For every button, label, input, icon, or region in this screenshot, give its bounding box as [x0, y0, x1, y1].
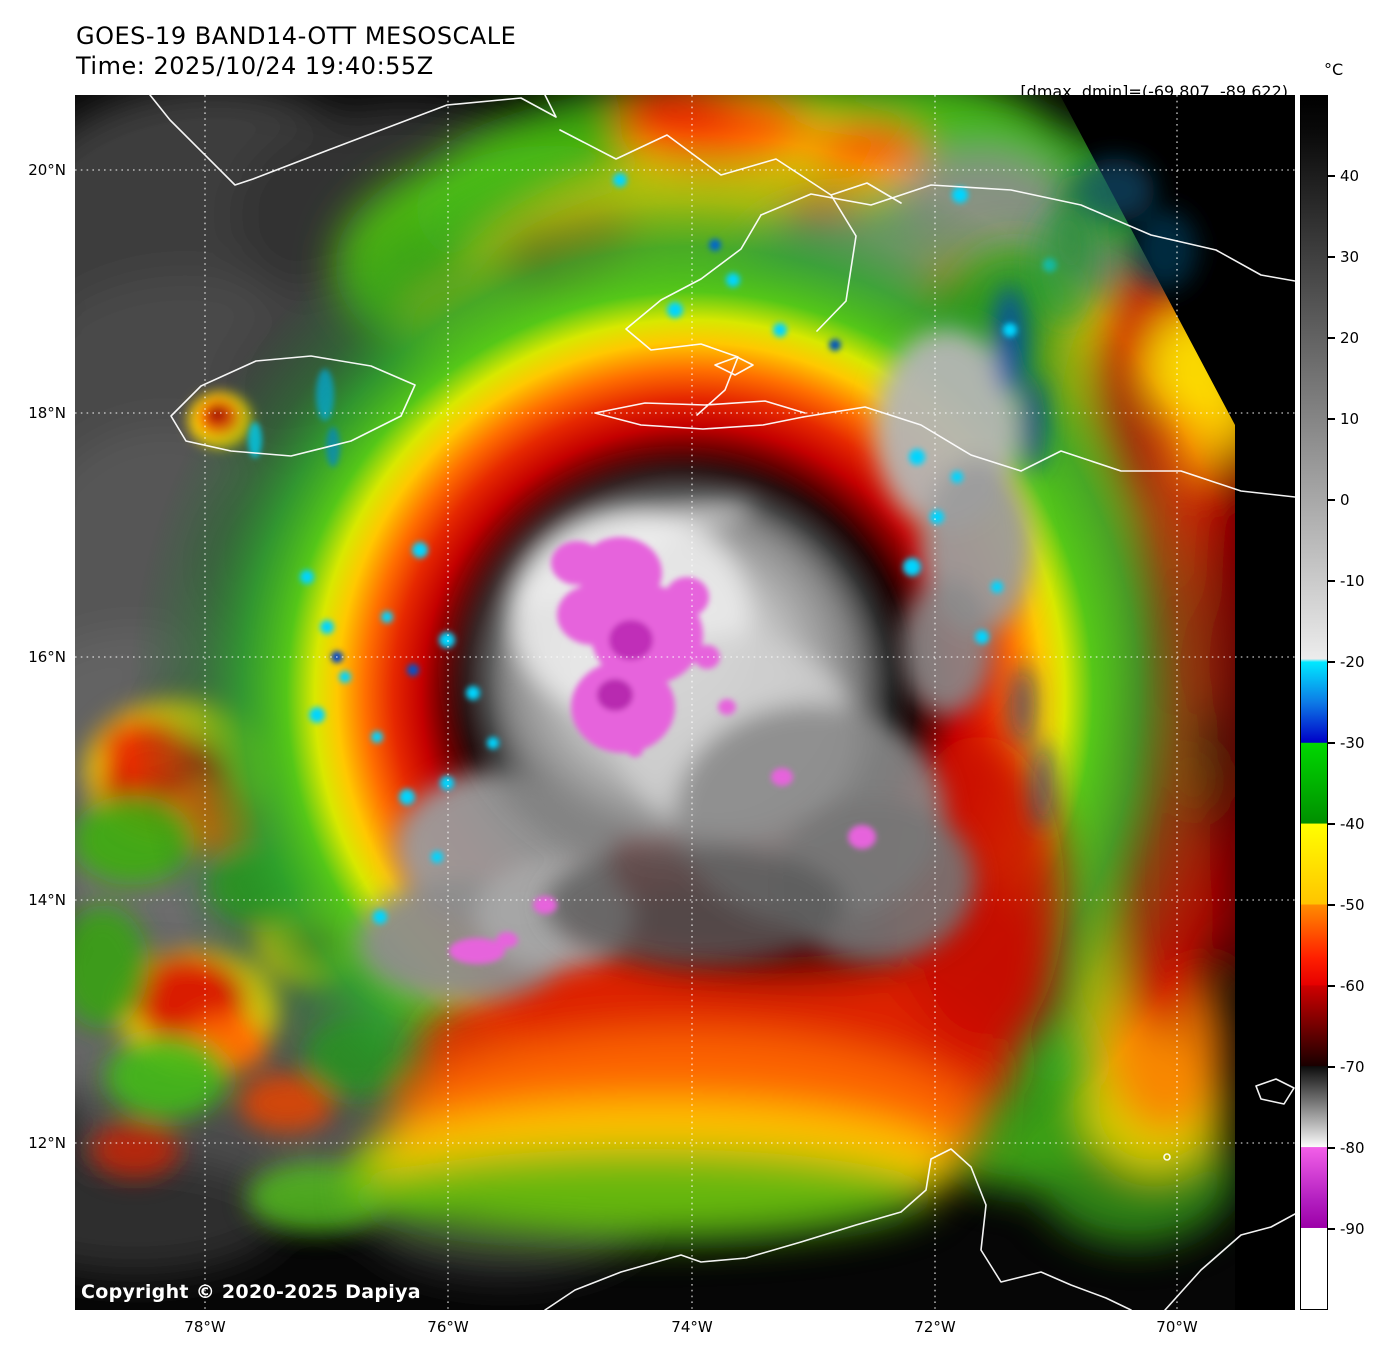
colorbar-tick — [1328, 337, 1335, 339]
coastline-gonave-island — [714, 356, 754, 376]
coastline-small-island — [1163, 1153, 1171, 1161]
colorbar-label-20: 20 — [1340, 329, 1360, 347]
sector-edge-nodata — [1060, 95, 1295, 1310]
coastline-cuba-west — [149, 94, 557, 186]
lon-label-78w: 78°W — [184, 1318, 226, 1336]
colorbar-label-m60: -60 — [1340, 977, 1365, 995]
colorbar-tick — [1328, 661, 1335, 663]
colorbar-label-m70: -70 — [1340, 1058, 1365, 1076]
colorbar-label-m80: -80 — [1340, 1139, 1365, 1157]
coastline-abc-islands — [1255, 1078, 1295, 1105]
colorbar-tick — [1328, 1147, 1335, 1149]
colorbar-tick — [1328, 418, 1335, 420]
colorbar-label-0: 0 — [1340, 491, 1350, 509]
colorbar-unit-label: °C — [1324, 60, 1344, 79]
colorbar-label-40: 40 — [1340, 167, 1360, 185]
lat-label-14n: 14°N — [28, 891, 66, 909]
colorbar-tick — [1328, 499, 1335, 501]
colorbar-tick — [1328, 904, 1335, 906]
colorbar-tick — [1328, 1066, 1335, 1068]
colorbar-label-30: 30 — [1340, 248, 1360, 266]
lat-label-20n: 20°N — [28, 161, 66, 179]
coastline-south-america — [544, 1148, 1296, 1311]
colorbar-tick — [1328, 823, 1335, 825]
timestamp: Time: 2025/10/24 19:40:55Z — [76, 52, 434, 80]
latlon-gridlines — [75, 95, 1295, 1310]
sector-edge-detail — [1030, 158, 1197, 325]
temperature-colorbar — [1300, 95, 1328, 1310]
lat-label-12n: 12°N — [28, 1134, 66, 1152]
coastline-hispaniola-north — [760, 184, 1296, 282]
colorbar-tick — [1328, 256, 1335, 258]
colorbar-tick — [1328, 742, 1335, 744]
lon-label-72w: 72°W — [914, 1318, 956, 1336]
colorbar-label-m20: -20 — [1340, 653, 1365, 671]
overshooting-tops-magenta — [449, 537, 876, 964]
colorbar-tick — [1328, 985, 1335, 987]
coastlines — [149, 94, 1296, 1311]
lat-label-16n: 16°N — [28, 648, 66, 666]
satellite-image-panel — [0, 75, 1296, 1311]
colorbar-label-m50: -50 — [1340, 896, 1365, 914]
colorbar-label-m90: -90 — [1340, 1220, 1365, 1238]
colorbar-tick — [1328, 580, 1335, 582]
satellite-image — [0, 75, 1296, 1311]
lon-label-70w: 70°W — [1156, 1318, 1198, 1336]
copyright-watermark: Copyright © 2020-2025 Dapiya — [81, 1281, 421, 1303]
colorbar-label-10: 10 — [1340, 410, 1360, 428]
colorbar-label-m30: -30 — [1340, 734, 1365, 752]
colorbar-tick — [1328, 1228, 1335, 1230]
cold-speck-layer — [248, 173, 1057, 924]
coastline-cuba-east — [559, 129, 902, 332]
lon-label-76w: 76°W — [427, 1318, 469, 1336]
colorbar-label-m10: -10 — [1340, 572, 1365, 590]
colorbar-tick — [1328, 175, 1335, 177]
lat-label-18n: 18°N — [28, 404, 66, 422]
coastline-hispaniola-south — [802, 406, 1296, 498]
page-title: GOES-19 BAND14-OTT MESOSCALE — [76, 22, 517, 50]
dry-slot-clouds — [875, 285, 1054, 830]
colorbar-label-m40: -40 — [1340, 815, 1365, 833]
lon-label-74w: 74°W — [671, 1318, 713, 1336]
coastline-jamaica — [170, 355, 416, 457]
